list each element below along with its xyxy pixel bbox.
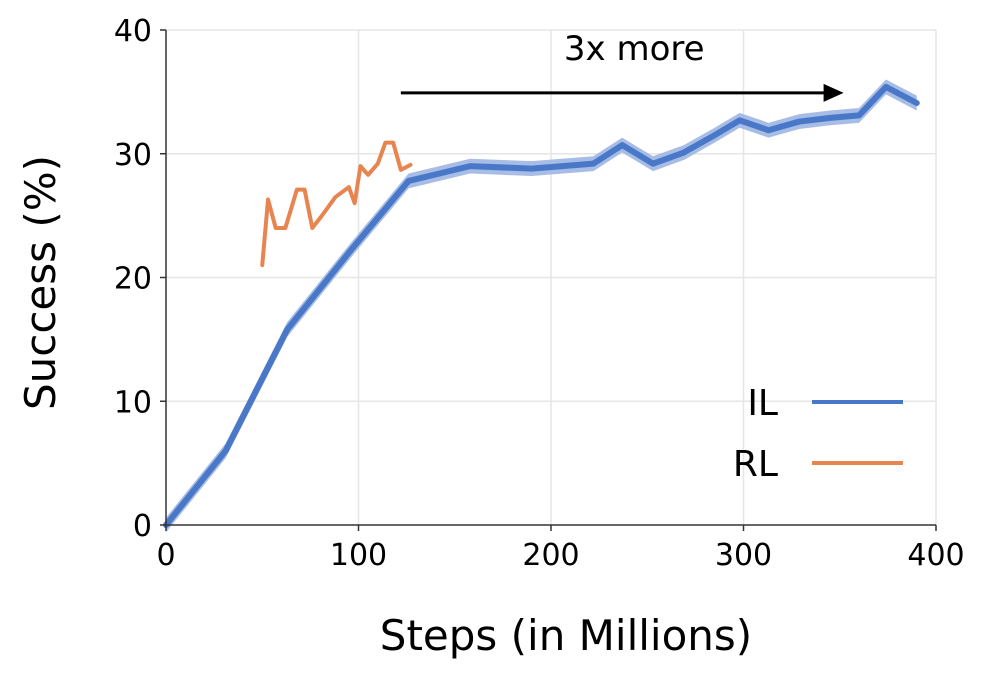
x-tick-label-100: 100 — [330, 538, 387, 573]
x-tick-label-200: 200 — [522, 538, 579, 573]
x-tick-label-300: 300 — [715, 538, 772, 573]
annotation-arrow-head — [823, 83, 844, 102]
x-tick-label-400: 400 — [907, 538, 964, 573]
y-tick-label-30: 30 — [114, 138, 152, 173]
annotation: 3x more — [400, 29, 844, 102]
x-tick-label-0: 0 — [156, 538, 175, 573]
series-line-il — [163, 83, 920, 528]
y-tick-label-20: 20 — [114, 262, 152, 297]
grid-lines — [166, 29, 937, 525]
legend: IL RL — [733, 383, 903, 485]
y-tick-label-0: 0 — [133, 509, 152, 544]
confidence-bands — [166, 79, 917, 533]
y-tick-label-10: 10 — [114, 385, 152, 420]
tick-labels: 0 100 200 300 400 0 10 20 30 40 — [114, 14, 965, 573]
annotation-text: 3x more — [564, 29, 705, 69]
legend-label-rl: RL — [733, 444, 778, 485]
y-axis-title: Success (%) — [16, 155, 65, 410]
band-il — [166, 79, 917, 533]
series-line-rl — [260, 140, 413, 268]
x-axis-title: Steps (in Millions) — [380, 611, 752, 660]
axes — [160, 29, 937, 531]
series-lines — [163, 83, 920, 528]
y-tick-label-40: 40 — [114, 14, 152, 49]
legend-label-il: IL — [747, 383, 778, 424]
